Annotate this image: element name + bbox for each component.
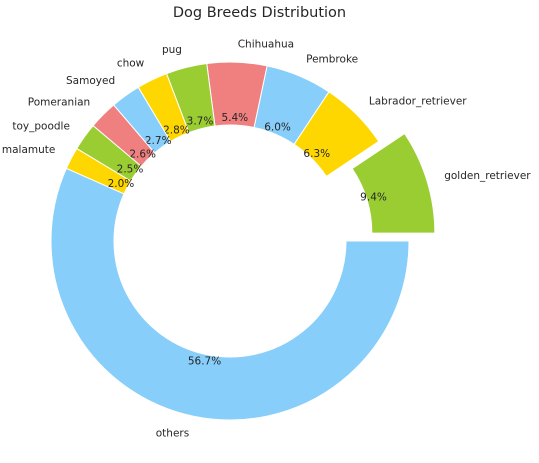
slice-label-toy-poodle: toy_poodle <box>12 120 70 132</box>
slice-pct-golden-retriever: 9.4% <box>360 191 387 203</box>
slice-label-labrador-retriever: Labrador_retriever <box>369 95 467 107</box>
slice-pct-others: 56.7% <box>188 355 221 367</box>
slice-label-malamute: malamute <box>2 144 55 156</box>
slice-pct-malamute: 2.0% <box>108 178 135 190</box>
slice-pct-samoyed: 2.7% <box>145 135 172 147</box>
slice-label-pembroke: Pembroke <box>306 53 358 65</box>
slice-label-others: others <box>156 428 189 440</box>
slice-label-golden-retriever: golden_retriever <box>444 170 531 182</box>
slice-pct-labrador-retriever: 6.3% <box>303 148 330 160</box>
chart-title: Dog Breeds Distribution <box>172 5 347 21</box>
slice-label-chihuahua: Chihuahua <box>238 38 294 50</box>
slice-pct-chihuahua: 5.4% <box>221 112 248 124</box>
slice-pct-chow: 2.8% <box>163 124 190 136</box>
slice-pct-pug: 3.7% <box>187 116 214 128</box>
slice-label-chow: chow <box>117 58 145 70</box>
slice-others <box>50 167 410 421</box>
slice-label-pug: pug <box>162 44 182 56</box>
slice-label-pomeranian: Pomeranian <box>28 96 90 108</box>
slice-golden-retriever <box>351 132 436 234</box>
slice-label-samoyed: Samoyed <box>66 75 115 87</box>
slice-pct-toy-poodle: 2.5% <box>117 163 144 175</box>
slice-pct-pomeranian: 2.6% <box>129 148 156 160</box>
slice-pct-pembroke: 6.0% <box>264 122 291 134</box>
